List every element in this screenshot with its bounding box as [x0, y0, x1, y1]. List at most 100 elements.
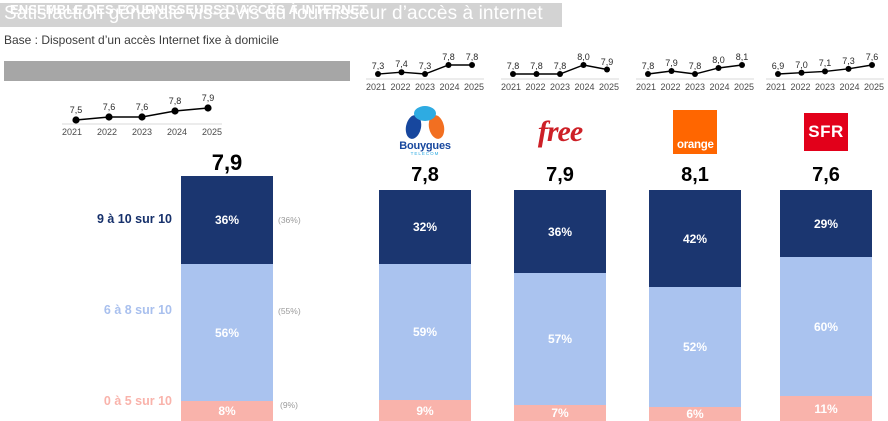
- sparkline-year-label: 2025: [463, 82, 484, 92]
- base-subtitle: Base : Disposent d’un accès Internet fix…: [4, 33, 279, 47]
- logo-orange: orange: [655, 110, 735, 154]
- sparkline-value: 7,0: [795, 59, 808, 70]
- sparkline-value: 8,1: [735, 52, 749, 62]
- legend-label-bottom: 0 à 5 sur 10: [103, 394, 172, 408]
- sparkline-year-label: 2021: [766, 82, 787, 92]
- column-ensemble: 7,9 36% 56% 8%: [181, 150, 273, 421]
- segment-bottom-orange: 6%: [649, 407, 741, 421]
- sparkline-year-label: 2025: [201, 127, 222, 137]
- legend-label-top: 9 à 10 sur 10: [96, 212, 172, 226]
- legend-label-mid: 6 à 8 sur 10: [103, 303, 172, 317]
- sparkline-year-label: 2021: [636, 82, 657, 92]
- segment-top-ensemble: 36%: [181, 176, 273, 264]
- segment-mid-ensemble: 56%: [181, 264, 273, 401]
- bar-sfr: 29% 60% 11%: [780, 190, 872, 421]
- bar-free: 36% 57% 7%: [514, 190, 606, 421]
- sparkline-year-label: 2025: [598, 82, 619, 92]
- sparkline-year-label: 2023: [414, 82, 435, 92]
- bar-orange: 42% 52% 6%: [649, 190, 741, 421]
- sparkline-year-label: 2024: [839, 82, 860, 92]
- sparkline-year-label: 2024: [574, 82, 595, 92]
- sparkline-point: [445, 62, 452, 68]
- sparkline-svg: [501, 62, 619, 80]
- sparkline-year-label: 2022: [96, 127, 118, 137]
- sparkline-year-label: 2023: [549, 82, 570, 92]
- sparkline-year-label: 2021: [62, 127, 83, 137]
- previous-value-top: (36%): [278, 215, 301, 225]
- sparkline-year-label: 2023: [684, 82, 705, 92]
- segment-bottom-bouygues: 9%: [379, 400, 471, 421]
- orange-square-icon: orange: [673, 110, 717, 154]
- sparkline-year-label: 2021: [366, 82, 387, 92]
- sparkline-point: [715, 65, 722, 71]
- sparkline-orange: 7,8 7,9 7,8 8,0 8,1 2021 2022 2023 2024 2025: [636, 52, 754, 100]
- column-free: 7,9 36% 57% 7%: [514, 164, 606, 421]
- previous-value-mid: (55%): [278, 306, 301, 316]
- sparkline-value: 7,9: [600, 56, 614, 67]
- segment-mid-free: 57%: [514, 273, 606, 405]
- segment-bottom-ensemble: 8%: [181, 401, 273, 421]
- segment-mid-sfr: 60%: [780, 257, 872, 396]
- sparkline-value: 7,8: [641, 61, 655, 71]
- sparkline-point: [845, 65, 852, 72]
- sparkline-value: 7,8: [442, 52, 455, 62]
- sparkline-year-label: 2025: [863, 82, 884, 92]
- sparkline-value: 7,8: [688, 61, 702, 71]
- segment-top-orange: 42%: [649, 190, 741, 287]
- orange-wordmark: orange: [677, 139, 714, 151]
- sparkline-value: 8,0: [577, 52, 590, 62]
- column-orange: 8,1 42% 52% 6%: [649, 164, 741, 421]
- sparkline-value: 7,9: [665, 58, 678, 68]
- sparkline-value: 7,3: [418, 61, 432, 71]
- bouygues-sub-wordmark: TELECOM: [410, 151, 440, 156]
- sparkline-bouygues: 7,3 7,4 7,3 7,8 7,8 2021 2022 2023 2024 2025: [366, 52, 484, 100]
- sparkline-svg: [62, 104, 222, 125]
- sparkline-point: [375, 71, 381, 77]
- sparkline-point: [775, 71, 781, 77]
- score-free: 7,9: [546, 164, 574, 186]
- sparkline-year-label: 2023: [814, 82, 835, 92]
- logo-free: free: [520, 110, 600, 154]
- sparkline-ensemble: 7,5 7,6 7,6 7,8 7,9 2021 2022 2023 2024 2025: [62, 92, 222, 140]
- sparkline-value: 6,9: [771, 61, 785, 71]
- sparkline-point: [645, 71, 651, 77]
- sparkline-point: [739, 62, 745, 68]
- sparkline-value: 7,8: [553, 61, 567, 71]
- sparkline-value: 7,8: [465, 52, 479, 62]
- sparkline-free: 7,8 7,8 7,8 8,0 7,9 2021 2022 2023 2024 2025: [501, 52, 619, 100]
- segment-top-bouygues: 32%: [379, 190, 471, 264]
- sparkline-point: [692, 71, 698, 77]
- logo-bouygues: Bouygues TELECOM: [385, 106, 465, 156]
- sparkline-point: [822, 68, 828, 75]
- sparkline-value: 7,8: [530, 61, 543, 71]
- logo-sfr: SFR: [786, 112, 866, 152]
- sfr-wordmark: SFR: [808, 122, 844, 141]
- sparkline-years: 2021 2022 2023 2024 2025: [766, 82, 884, 92]
- sparkline-years: 2021 2022 2023 2024 2025: [366, 82, 484, 92]
- sparkline-value: 7,6: [865, 52, 879, 62]
- sparkline-svg: [366, 62, 484, 80]
- segment-mid-bouygues: 59%: [379, 264, 471, 400]
- segment-bottom-sfr: 11%: [780, 396, 872, 421]
- sparkline-value: 7,3: [371, 61, 385, 71]
- sparkline-value: 7,6: [135, 102, 149, 112]
- sparkline-year-label: 2024: [166, 127, 187, 137]
- free-wordmark: free: [537, 115, 583, 148]
- sparkline-years: 2021 2022 2023 2024 2025: [62, 127, 222, 137]
- sparkline-years: 2021 2022 2023 2024 2025: [501, 82, 619, 92]
- sparkline-svg: [636, 62, 754, 80]
- sparkline-years: 2021 2022 2023 2024 2025: [636, 82, 754, 92]
- bar-ensemble: 36% 56% 8%: [181, 176, 273, 421]
- segment-top-sfr: 29%: [780, 190, 872, 257]
- sparkline-point: [533, 71, 540, 77]
- sparkline-year-label: 2023: [131, 127, 152, 137]
- sparkline-point: [469, 62, 475, 68]
- sparkline-point: [72, 116, 80, 124]
- title-band: [0, 3, 562, 27]
- sparkline-year-label: 2022: [525, 82, 546, 92]
- ensemble-band-label: ENSEMBLE DES FOURNISSEURS D’ACCÈS À INTE…: [10, 2, 368, 17]
- score-orange: 8,1: [681, 164, 709, 186]
- sparkline-point: [204, 104, 212, 112]
- bar-bouygues: 32% 59% 9%: [379, 190, 471, 421]
- sparkline-year-label: 2021: [501, 82, 522, 92]
